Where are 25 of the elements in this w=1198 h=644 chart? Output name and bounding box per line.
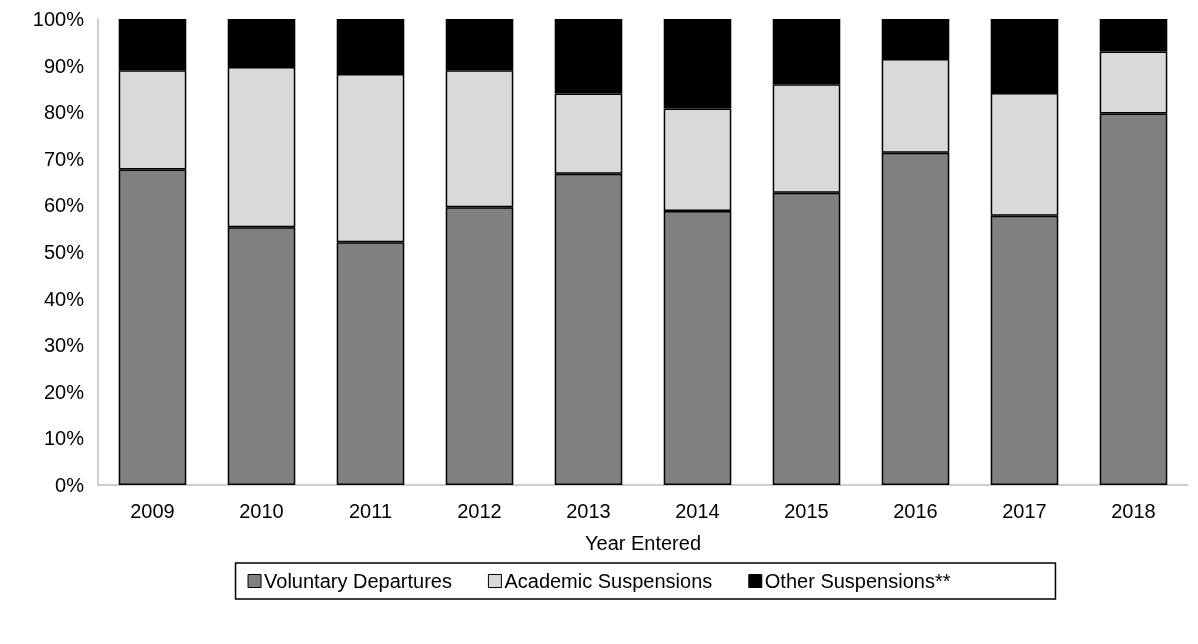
y-tick-label: 50% bbox=[43, 241, 85, 263]
y-tick-label: 40% bbox=[43, 287, 85, 310]
y-tick-label: 0% bbox=[55, 474, 85, 496]
y-tick-label: 90% bbox=[43, 54, 85, 77]
y-tick-label: 60% bbox=[43, 194, 85, 217]
legend-label: Other Suspensions** bbox=[764, 570, 951, 592]
x-tick-label: 2015 bbox=[784, 500, 829, 522]
x-tick-label: 2009 bbox=[130, 500, 175, 522]
x-axis-title: Year Entered bbox=[584, 532, 702, 554]
x-tick-label: 2012 bbox=[457, 500, 502, 522]
x-tick-label: 2013 bbox=[566, 500, 611, 522]
x-tick-label: 2018 bbox=[1111, 500, 1156, 522]
x-tick-label: 2017 bbox=[1002, 500, 1047, 522]
x-tick-label: 2010 bbox=[239, 500, 284, 522]
y-tick-label: 100% bbox=[32, 8, 85, 30]
x-tick-label: 2016 bbox=[893, 500, 938, 522]
y-tick-label: 80% bbox=[43, 101, 85, 124]
y-tick-label: 70% bbox=[43, 147, 85, 170]
legend-label: Academic Suspensions bbox=[504, 570, 713, 592]
y-tick-label: 30% bbox=[43, 334, 85, 357]
y-tick-label: 20% bbox=[43, 380, 85, 403]
legend-label: Voluntary Departures bbox=[264, 570, 452, 592]
x-tick-label: 2014 bbox=[675, 500, 720, 522]
x-tick-label: 2011 bbox=[348, 500, 393, 522]
y-tick-label: 10% bbox=[43, 427, 85, 450]
